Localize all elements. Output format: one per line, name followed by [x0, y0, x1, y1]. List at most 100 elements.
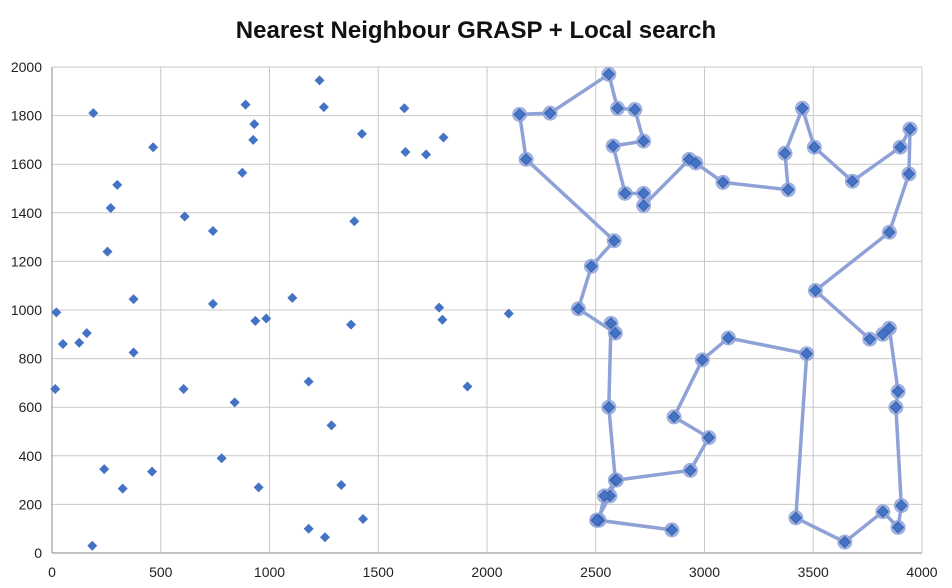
route-point	[722, 331, 735, 345]
data-point	[88, 108, 99, 119]
route-point	[590, 514, 603, 527]
route-point	[609, 327, 622, 340]
route-point	[895, 499, 908, 512]
route-point	[585, 260, 598, 273]
data-point	[178, 383, 189, 394]
route-point	[894, 141, 907, 154]
route-point	[800, 347, 813, 360]
x-tick-label: 2000	[471, 564, 502, 580]
data-point	[434, 302, 445, 313]
data-point	[57, 339, 68, 350]
data-point	[399, 103, 410, 114]
route-point	[544, 107, 557, 120]
y-tick-label: 400	[19, 448, 43, 464]
route-point	[572, 302, 585, 315]
route-layer	[512, 66, 918, 550]
data-point	[248, 134, 259, 145]
route-point	[809, 284, 822, 297]
data-point	[253, 482, 264, 493]
data-point	[318, 102, 329, 113]
route-point	[628, 103, 641, 116]
data-point	[336, 479, 347, 490]
route-point	[892, 385, 905, 398]
route-point	[876, 505, 889, 518]
y-tick-label: 1000	[11, 302, 42, 318]
route-point	[883, 322, 896, 335]
x-tick-label: 2500	[580, 564, 611, 580]
data-point	[229, 397, 240, 408]
x-tick-label: 4000	[906, 564, 937, 580]
x-tick-label: 1000	[254, 564, 285, 580]
points-layer	[50, 75, 514, 551]
route-point	[782, 183, 795, 196]
route-point	[789, 511, 802, 524]
y-tick-label: 1800	[11, 108, 42, 124]
y-tick-label: 0	[34, 545, 42, 561]
route-point	[702, 431, 715, 444]
route-point	[846, 175, 859, 188]
data-point	[240, 99, 251, 110]
route-point	[610, 474, 623, 487]
data-point	[74, 337, 85, 348]
data-point	[105, 202, 116, 213]
data-point	[99, 464, 110, 475]
route-point	[778, 147, 792, 160]
route-point	[602, 68, 615, 81]
data-point	[303, 376, 314, 387]
route-point	[602, 401, 615, 414]
data-point	[438, 132, 449, 143]
data-point	[261, 313, 272, 324]
x-tick-label: 1500	[363, 564, 394, 580]
data-point	[207, 298, 218, 309]
x-tick-label: 500	[149, 564, 173, 580]
data-point	[50, 383, 61, 394]
data-point	[319, 532, 330, 543]
x-tick-label: 0	[48, 564, 56, 580]
y-tick-label: 800	[19, 351, 43, 367]
route-point	[716, 176, 730, 189]
data-point	[87, 540, 98, 551]
data-point	[503, 308, 514, 319]
route-point	[607, 139, 620, 153]
route-point	[667, 410, 681, 423]
route-point	[608, 234, 621, 247]
data-point	[102, 246, 113, 257]
route-point	[696, 353, 709, 366]
data-point	[358, 513, 369, 524]
y-tick-label: 1600	[11, 156, 42, 172]
data-point	[303, 523, 314, 534]
y-tick-label: 200	[19, 496, 43, 512]
grid-layer	[51, 66, 923, 554]
data-point	[314, 75, 325, 86]
data-point	[462, 381, 473, 392]
route-point	[863, 333, 876, 346]
y-tick-label: 2000	[11, 59, 42, 75]
x-tick-label: 3000	[689, 564, 720, 580]
tick-labels: 0 200 400 600 800 1000 1200 1400 1600 1800 2000 0 50…	[11, 59, 938, 580]
data-point	[216, 453, 227, 464]
data-point	[147, 466, 158, 477]
route-point	[808, 141, 821, 154]
chart-title: Nearest Neighbour GRASP + Local search	[236, 17, 716, 44]
data-point	[346, 319, 357, 330]
route-point	[838, 535, 851, 549]
route-point	[892, 521, 905, 534]
y-tick-label: 1200	[11, 253, 42, 269]
route-point	[689, 156, 702, 170]
route-point	[665, 523, 678, 536]
data-point	[437, 314, 448, 325]
data-point	[249, 119, 260, 130]
data-point	[128, 294, 139, 305]
route-point	[598, 489, 611, 502]
data-point	[207, 226, 218, 237]
route-point	[796, 102, 809, 115]
route-point	[637, 135, 650, 148]
route-point	[611, 102, 624, 115]
route-point	[889, 401, 902, 414]
data-point	[51, 307, 62, 318]
data-point	[81, 328, 92, 339]
data-point	[421, 149, 432, 160]
route-point	[902, 167, 916, 180]
data-point	[117, 483, 128, 494]
